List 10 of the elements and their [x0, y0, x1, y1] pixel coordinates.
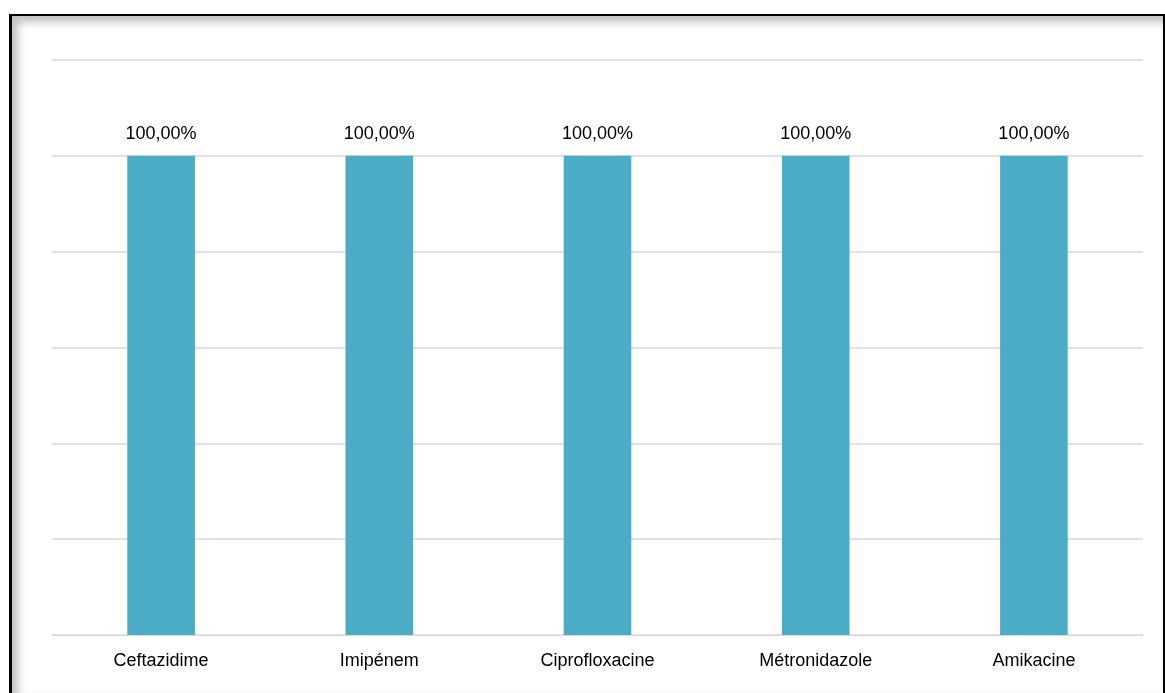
- data-label: 100,00%: [561, 122, 634, 143]
- x-tick-label: Amikacine: [992, 650, 1076, 670]
- x-tick-label: Ceftazidime: [113, 650, 209, 670]
- data-label: 100,00%: [343, 122, 415, 143]
- x-tick-label: Imipénem: [339, 650, 419, 670]
- data-label: 100,00%: [998, 122, 1070, 143]
- data-label: 100,00%: [780, 122, 852, 143]
- x-tick-label: Ciprofloxacine: [540, 650, 655, 670]
- data-label: 100,00%: [125, 122, 197, 143]
- x-tick-label: Métronidazole: [759, 650, 873, 670]
